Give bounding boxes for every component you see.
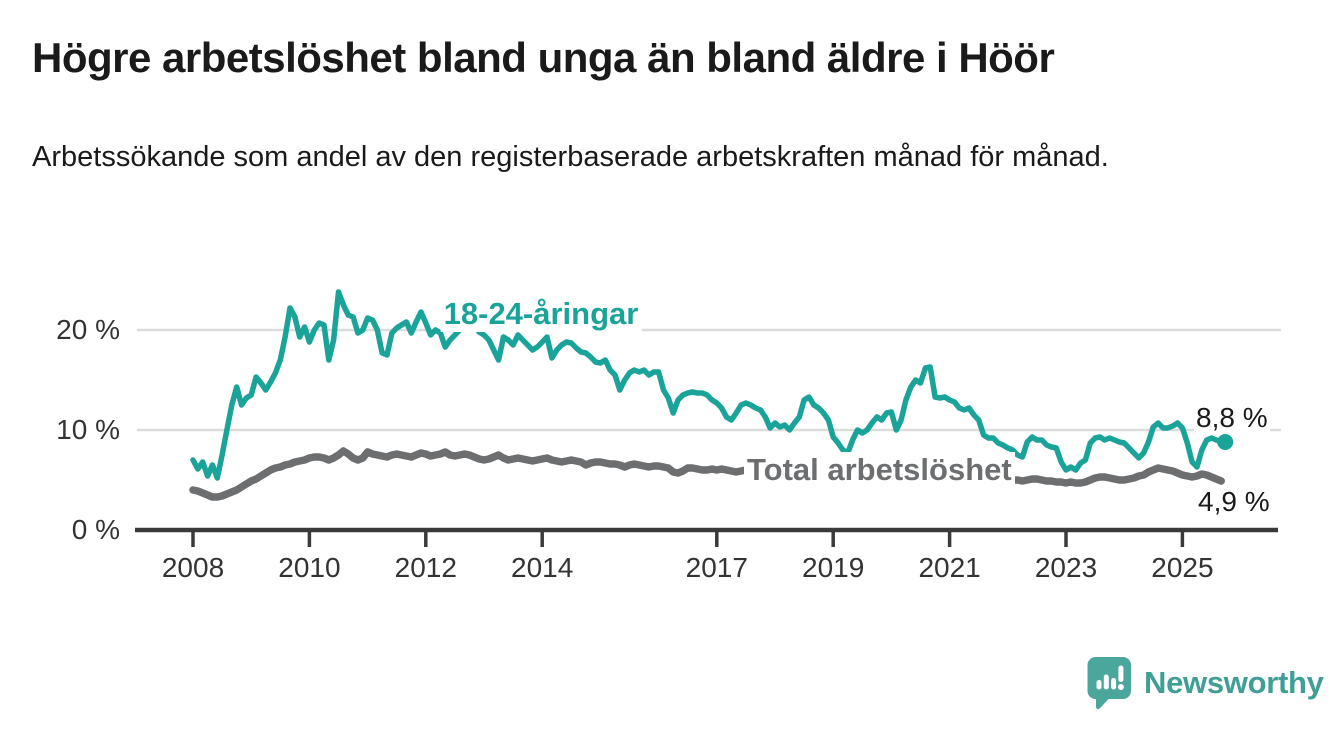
x-axis-label-2012: 2012 [394, 552, 457, 583]
line-Total arbetslöshet [189, 447, 1225, 501]
newsworthy-speech-bubble-icon [1087, 657, 1131, 710]
x-axis-label-2010: 2010 [278, 552, 341, 583]
x-axis-label-2019: 2019 [802, 552, 865, 583]
newsworthy-logo: Newsworthy [1086, 656, 1324, 710]
x-axis-label-2017: 2017 [685, 552, 748, 583]
x-axis-label-2008: 2008 [161, 552, 225, 583]
series-label-total: Total arbetslöshet [744, 452, 1015, 488]
latest-point-marker-young [1217, 434, 1234, 450]
page-subtitle: Arbetssökande som andel av den registerb… [32, 141, 1109, 173]
y-axis-label-0: 0 % [71, 514, 120, 545]
end-value-label-total: 4,9 % [1196, 486, 1272, 518]
newsworthy-logo-text: Newsworthy [1144, 665, 1324, 700]
x-axis-label-2025: 2025 [1151, 552, 1214, 583]
x-axis-label-2014: 2014 [511, 552, 574, 583]
series-label-young: 18-24-åringar [440, 296, 642, 332]
series-lines [189, 289, 1234, 501]
y-axis-label-20: 20 % [56, 314, 120, 345]
gridlines [137, 328, 1281, 432]
x-axis-label-2021: 2021 [918, 552, 981, 583]
end-value-label-young: 8,8 % [1194, 402, 1270, 434]
logo-bar-chart-glyph [1096, 665, 1124, 690]
x-axis-label-2023: 2023 [1034, 552, 1098, 583]
y-axis-label-10: 10 % [56, 414, 120, 445]
x-axis [135, 527, 1278, 547]
line-18-24-åringar [190, 289, 1224, 481]
page-title: Högre arbetslöshet bland unga än bland ä… [32, 34, 1055, 81]
